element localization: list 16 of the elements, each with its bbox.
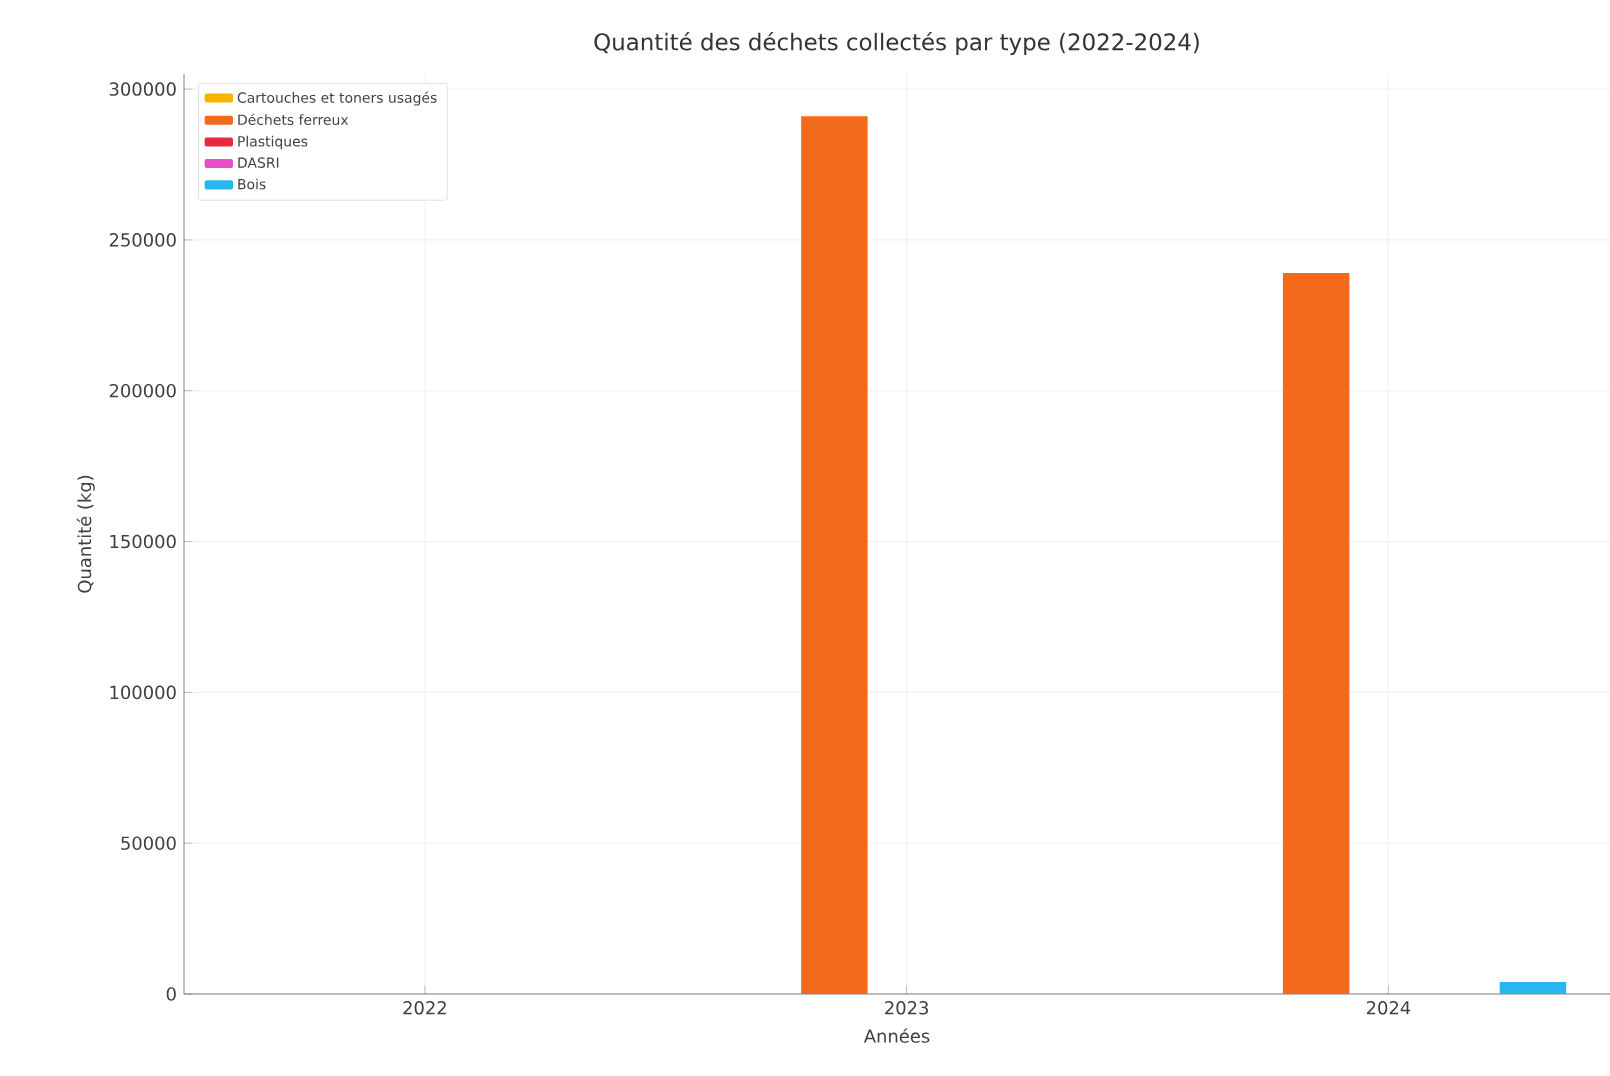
- bar: [1282, 273, 1350, 994]
- bar: [801, 116, 868, 994]
- y-tick-label: 250000: [109, 233, 176, 247]
- y-axis-title: Quantité (kg): [76, 475, 95, 593]
- y-tick-label: 300000: [109, 82, 176, 96]
- x-axis-title: Années: [863, 1028, 930, 1043]
- x-tick-label: 2022: [403, 1001, 446, 1015]
- y-tick-label: 200000: [109, 383, 176, 398]
- y-tick-label: 150000: [110, 534, 176, 549]
- bar: [1499, 981, 1567, 994]
- chart-title: Quantité des déchets collectés par type (2022-2024): [594, 31, 1199, 55]
- y-tick-label: 50000: [121, 836, 176, 850]
- y-tick-label: 0: [166, 987, 176, 1001]
- y-tick-label: 100000: [110, 685, 176, 700]
- x-tick-label: 2024: [1366, 1001, 1411, 1015]
- x-tick-label: 2023: [885, 1001, 929, 1015]
